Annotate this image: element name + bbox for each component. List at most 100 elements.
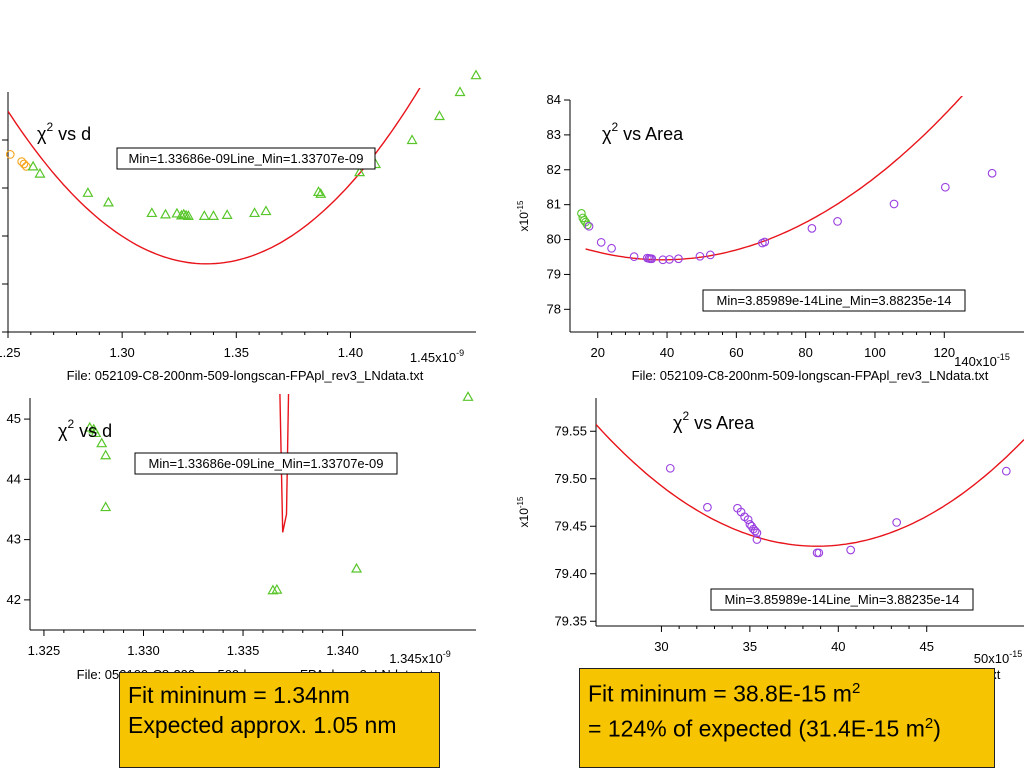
data-point [750,526,760,536]
y-tick-label: 79.35 [554,613,587,628]
data-point [812,548,822,558]
chart-panel-2: 20 40 60 80 100 120 78 79 80 81 82 83 84 χ2 vs Area Mi… [516,92,1024,383]
y-tick-label: 81 [547,197,561,212]
data-point [315,188,327,198]
data-point [846,545,856,555]
data-point [27,160,39,171]
fit-curve [596,424,1024,547]
x-tick-label: 1.330 [127,643,160,658]
x-tick-label: 1.25 [0,345,21,360]
right-note-line-1-text: Fit mininum = 38.8E-15 m [588,680,852,707]
y-tick-label: 79.40 [554,566,587,581]
data-point [90,427,102,438]
y-tick-label: 83 [547,127,561,142]
data-point [267,584,279,595]
x-tick-label: 45 [919,639,933,654]
right-note-line-2: = 124% of expected (31.4E-15 m2) [588,709,986,744]
data-point [271,583,283,594]
data-point [406,134,418,145]
y-tick-label: 78 [547,301,561,316]
data-point [198,210,210,220]
chart-panel-3: 1.325 1.330 1.335 1.340 42 43 44 45 χ2 vs d Min=1… [7,391,476,682]
data-point [171,207,183,218]
x-axis-exponent: 50x10-15 [974,649,1022,666]
data-point [695,251,705,261]
x-tick-label: 40 [660,345,674,360]
y-tick-label: 82 [547,162,561,177]
data-point [752,535,762,544]
data-point [19,159,29,169]
min-annotation-box [710,588,974,611]
data-point [647,254,657,264]
x-tick-label: 60 [729,345,743,360]
data-point [760,237,770,247]
data-point [752,528,762,538]
data-point [178,208,190,219]
y-axis-exponent: x10-15 [516,496,531,527]
min-annotation-text: Min=3.85989e-14Line_Min=3.88235e-14 [725,592,960,607]
data-point [260,205,272,216]
data-point [1001,466,1011,476]
min-annotation-box [116,147,376,170]
x-tick-label: 1.30 [109,345,134,360]
data-point [182,210,194,220]
x-tick-label: 120 [933,345,955,360]
data-point [17,157,27,166]
x-axis-label: File: 052109-C8-200nm-509-longscan-FPApl… [632,368,989,383]
x-tick-label: 1.35 [224,345,249,360]
data-point [665,463,675,473]
x-tick-label: 1.325 [28,643,61,658]
y-tick-label: 45 [7,411,21,426]
data-point [706,250,715,260]
data-point [159,208,172,219]
x-tick-label: 20 [590,345,604,360]
data-point [940,182,950,192]
x-tick-label: 1.335 [227,643,260,658]
data-point [249,207,261,218]
data-point [102,196,114,207]
fit-curve [8,88,421,265]
fit-curve [279,394,290,533]
data-point [5,150,15,159]
data-point [579,216,589,225]
data-point [582,220,592,230]
x-tick-label: 1.340 [326,643,359,658]
data-point [607,243,616,253]
data-point [82,187,94,197]
data-point [100,501,112,512]
data-point [889,199,899,209]
data-point [833,217,842,226]
data-point [987,168,997,178]
data-point [351,562,363,573]
right-note-line-2-text: = 124% of expected (31.4E-15 m [588,715,925,742]
data-point [807,224,817,233]
right-note-line-2-close: ) [933,715,941,742]
x-axis-exponent: 140x10-15 [954,352,1010,369]
y-tick-label: 79.50 [554,471,587,486]
x-axis-exponent: 1.345x10-9 [389,649,451,666]
min-annotation-text: Min=1.33686e-09Line_Min=1.33707e-09 [149,456,384,471]
y-tick-label: 44 [7,471,21,486]
data-point [100,449,112,460]
y-tick-label: 42 [7,592,21,607]
data-point [207,210,219,220]
x-tick-label: 40 [831,639,845,654]
chart-panel-1: 1.25 1.30 1.35 1.40 χ2 vs d Min=1.33686e-09Li… [0,69,482,383]
y-tick-label: 80 [547,232,561,247]
data-point [312,186,325,196]
right-note-line-2-superscript: 2 [924,714,934,732]
data-point [743,515,753,524]
chart-title: χ2 vs Area [602,120,684,144]
data-point [703,502,712,512]
data-point [454,86,466,97]
y-tick-label: 79.55 [554,423,587,438]
min-annotation-box [134,452,398,475]
left-note-box: Fit mininum = 1.34nm Expected approx. 1.… [119,672,440,768]
x-tick-label: 80 [798,345,812,360]
data-point [433,110,445,121]
right-note-line-1: Fit mininum = 38.8E-15 m2 [588,674,986,709]
data-point [96,437,108,448]
data-point [221,209,233,219]
data-point [814,548,824,558]
